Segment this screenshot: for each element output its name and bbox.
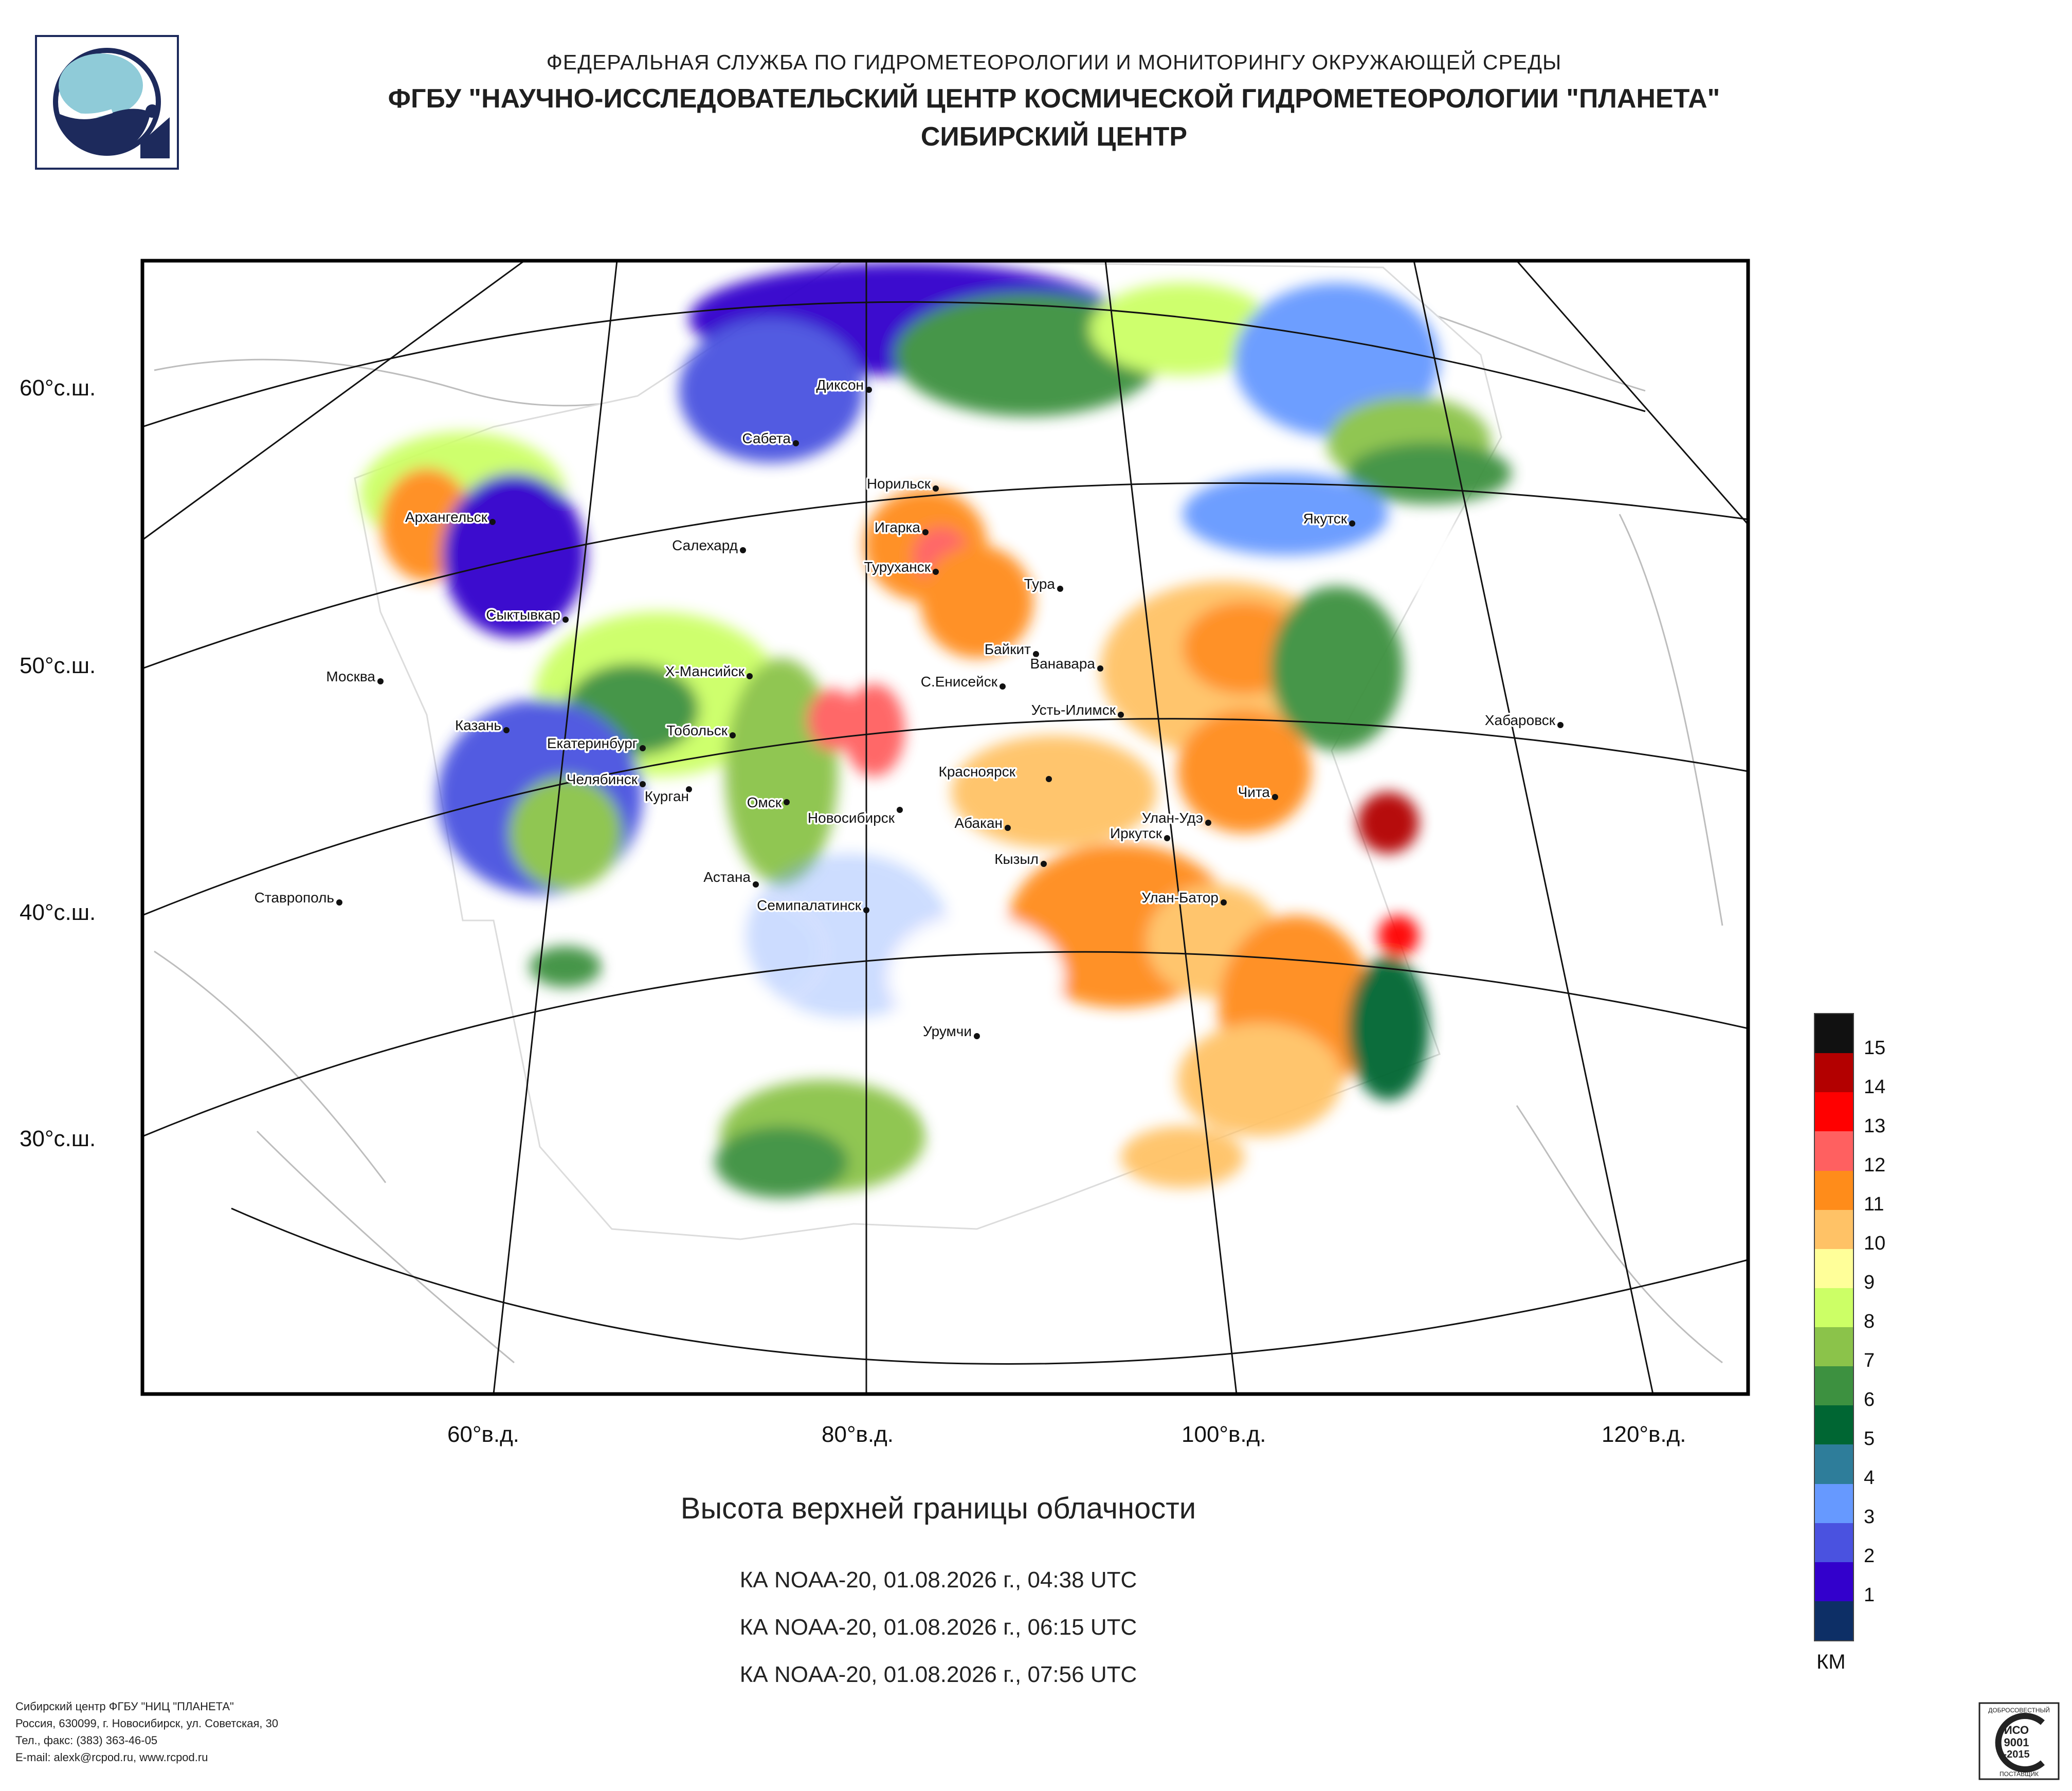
contact-line-2: Россия, 630099, г. Новосибирск, ул. Сове… [15, 1717, 279, 1730]
city-s-yeniseysk: С.Енисейск [921, 674, 998, 690]
city-kyzyl: Кызыл [994, 851, 1039, 867]
city-turukhansk: Туруханск [864, 559, 931, 575]
city-ulan-ude: Улан-Удэ [1142, 810, 1203, 826]
scale-label-7: 7 [1864, 1350, 1875, 1371]
city-omsk: Омск [747, 794, 782, 810]
city-arkhangelsk: Архангельск [405, 509, 488, 525]
city-norilsk: Норильск [867, 476, 931, 492]
city-kazan: Казань [455, 717, 501, 733]
scale-swatch-14 [1815, 1053, 1853, 1093]
scale-label-6: 6 [1864, 1389, 1875, 1410]
lat-label-60: 60°с.ш. [20, 375, 96, 401]
iso-certification-badge: ДОБРОСОВЕСТНЫЙ ИСО 9001 -2015 ПОСТАВЩИК [1978, 1702, 2060, 1780]
city-novosibirsk: Новосибирск [808, 810, 895, 826]
institute-name: ФГБУ "НАУЧНО-ИССЛЕДОВАТЕЛЬСКИЙ ЦЕНТР КОС… [388, 84, 1720, 114]
planeta-logo [35, 35, 179, 170]
lon-label-80: 80°в.д. [822, 1422, 894, 1447]
city-urumqi: Урумчи [923, 1023, 972, 1039]
city-khabarovsk: Хабаровск [1485, 712, 1556, 728]
pass-1: КА NOAA-20, 01.08.2026 г., 04:38 UTC [739, 1567, 1137, 1593]
color-scale [1814, 1013, 1854, 1641]
city-ust-ilimsk: Усть-Илимск [1031, 702, 1116, 718]
city-salekhard: Салехард [672, 537, 738, 553]
city-sabeta: Сабета [742, 430, 791, 446]
badge-line-3: -2015 [2003, 1749, 2029, 1760]
city-dixon: Диксон [816, 377, 864, 393]
scale-label-15: 15 [1864, 1037, 1886, 1059]
scale-swatch-5 [1815, 1405, 1853, 1445]
city-stavropol: Ставрополь [255, 890, 334, 906]
lon-label-120: 120°в.д. [1602, 1422, 1686, 1447]
contact-line-4: E-mail: alexk@rcpod.ru, www.rcpod.ru [15, 1751, 208, 1764]
scale-swatch-8 [1815, 1288, 1853, 1327]
city-syktyvkar: Сыктывкар [486, 607, 560, 623]
city-yakutsk: Якутск [1303, 511, 1347, 527]
city-tobolsk: Тобольск [666, 722, 728, 738]
contact-line-3: Тел., факс: (383) 363-46-05 [15, 1734, 158, 1747]
city-tura: Тура [1024, 576, 1056, 592]
city-astana: Астана [703, 869, 751, 885]
scale-label-12: 12 [1864, 1154, 1886, 1176]
scale-label-3: 3 [1864, 1506, 1875, 1528]
city-irkutsk: Иркутск [1110, 825, 1162, 841]
city-khanty-mansiysk: Х-Мансийск [665, 663, 745, 679]
scale-units: КМ [1816, 1651, 1846, 1673]
city-semipalatinsk: Семипалатинск [757, 897, 862, 913]
scale-swatch-6 [1815, 1366, 1853, 1406]
scale-label-10: 10 [1864, 1233, 1886, 1254]
badge-bottom-text: ПОСТАВЩИК [2000, 1770, 2039, 1778]
city-moscow: Москва [326, 668, 375, 684]
scale-swatch-2 [1815, 1523, 1853, 1562]
badge-line-2: 9001 [2004, 1736, 2029, 1749]
lon-label-100: 100°в.д. [1182, 1422, 1266, 1447]
city-abakan: Абакан [954, 815, 1003, 831]
pass-3: КА NOAA-20, 01.08.2026 г., 07:56 UTC [739, 1662, 1137, 1687]
city-ulan-bator: Улан-Батор [1141, 890, 1219, 906]
contact-block: Сибирский центр ФГБУ "НИЦ "ПЛАНЕТА" Росс… [15, 1698, 278, 1766]
agency-name: ФЕДЕРАЛЬНАЯ СЛУЖБА ПО ГИДРОМЕТЕОРОЛОГИИ … [546, 50, 1562, 74]
scale-label-9: 9 [1864, 1272, 1875, 1293]
city-chita: Чита [1238, 784, 1270, 800]
scale-swatch-13 [1815, 1092, 1853, 1132]
scale-label-4: 4 [1864, 1467, 1875, 1489]
lat-label-30: 30°с.ш. [20, 1126, 96, 1151]
lon-label-60: 60°в.д. [447, 1422, 520, 1447]
lat-label-40: 40°с.ш. [20, 900, 96, 925]
scale-label-8: 8 [1864, 1311, 1875, 1332]
scale-swatch-7 [1815, 1327, 1853, 1367]
scale-label-11: 11 [1864, 1193, 1884, 1215]
city-chelyabinsk: Челябинск [567, 771, 638, 787]
scale-label-1: 1 [1864, 1584, 1875, 1606]
contact-line-1: Сибирский центр ФГБУ "НИЦ "ПЛАНЕТА" [15, 1700, 234, 1713]
map-title: Высота верхней границы облачности [680, 1492, 1196, 1525]
scale-swatch-1 [1815, 1562, 1853, 1601]
scale-swatch-4 [1815, 1444, 1853, 1484]
scale-label-13: 13 [1864, 1115, 1886, 1137]
scale-swatch-0 [1815, 1601, 1853, 1640]
scale-label-14: 14 [1864, 1076, 1886, 1098]
badge-top-text: ДОБРОСОВЕСТНЫЙ [1988, 1706, 2050, 1714]
city-vanavara: Ванавара [1030, 656, 1095, 672]
badge-line-1: ИСО [2004, 1724, 2029, 1736]
scale-swatch-15 [1815, 1014, 1853, 1054]
city-baykit: Байкит [985, 641, 1031, 657]
city-yekaterinburg: Екатеринбург [547, 735, 638, 751]
scale-label-5: 5 [1864, 1428, 1875, 1450]
pass-2: КА NOAA-20, 01.08.2026 г., 06:15 UTC [739, 1615, 1137, 1640]
scale-swatch-10 [1815, 1209, 1853, 1249]
city-krasnoyarsk: Красноярск [939, 764, 1016, 780]
scale-swatch-11 [1815, 1170, 1853, 1210]
scale-swatch-9 [1815, 1249, 1853, 1288]
scale-swatch-3 [1815, 1484, 1853, 1523]
city-kurgan: Курган [645, 788, 689, 804]
center-name: СИБИРСКИЙ ЦЕНТР [920, 122, 1188, 152]
scale-swatch-12 [1815, 1131, 1853, 1171]
scale-label-2: 2 [1864, 1545, 1875, 1567]
city-igarka: Игарка [875, 519, 921, 535]
lat-label-50: 50°с.ш. [20, 653, 96, 678]
